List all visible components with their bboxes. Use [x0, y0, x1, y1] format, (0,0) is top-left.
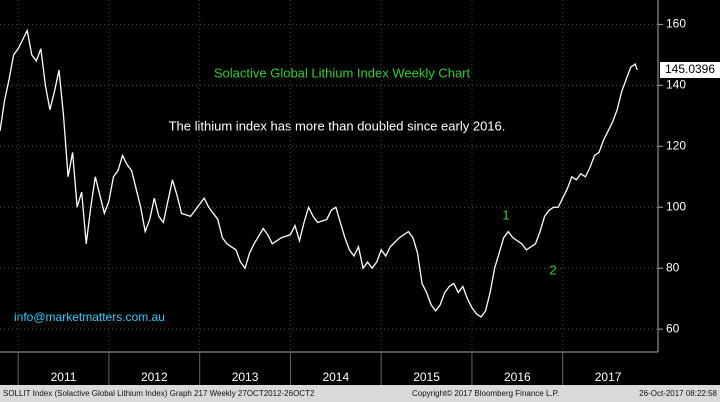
- y-tick-label: 60: [666, 321, 680, 335]
- x-tick-label: 2011: [51, 370, 77, 384]
- y-tick-label: 80: [666, 260, 680, 274]
- x-tick-label: 2017: [595, 370, 622, 384]
- x-tick-label: 2015: [413, 370, 440, 384]
- last-price-box: [660, 61, 720, 78]
- last-price-label: 145.0396: [665, 62, 715, 76]
- y-tick-label: 100: [666, 199, 686, 213]
- footer-text: Copyright© 2017 Bloomberg Finance L.P.: [412, 389, 559, 398]
- x-tick-label: 2014: [322, 370, 349, 384]
- y-tick-label: 120: [666, 138, 686, 152]
- y-tick-label: 160: [666, 17, 686, 31]
- x-tick-label: 2013: [232, 370, 259, 384]
- footer-text: SOLLIT Index (Solactive Global Lithium I…: [3, 389, 315, 398]
- footer-text: 26-Oct-2017 08:22:58: [639, 389, 717, 398]
- x-tick-label: 2012: [141, 370, 168, 384]
- wave-label: 1: [502, 207, 509, 222]
- y-tick-label: 140: [666, 78, 686, 92]
- wave-label: 2: [549, 262, 556, 277]
- footer-bar: [0, 385, 720, 402]
- price-line: [0, 28, 638, 318]
- chart-title: Solactive Global Lithium Index Weekly Ch…: [214, 65, 471, 80]
- x-tick-label: 2016: [504, 370, 531, 384]
- chart-subtitle: The lithium index has more than doubled …: [169, 118, 506, 133]
- contact-note: info@marketmatters.com.au: [14, 310, 165, 324]
